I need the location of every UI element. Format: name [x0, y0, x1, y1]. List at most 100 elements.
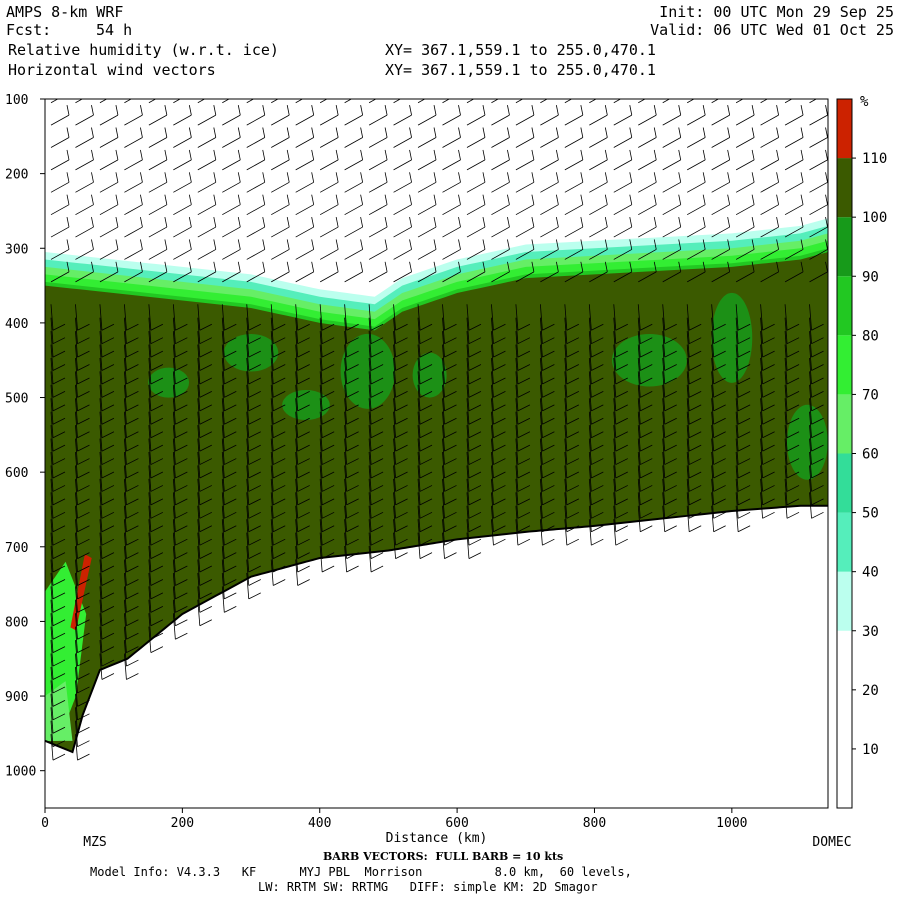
- wind-barb-flag: [52, 364, 66, 371]
- wind-barb: [344, 226, 363, 238]
- wind-barb: [148, 546, 152, 573]
- wind-barb: [564, 465, 568, 492]
- wind-barb-flag: [689, 377, 702, 385]
- wind-barb-flag: [150, 538, 164, 546]
- wind-barb: [735, 357, 739, 385]
- wind-barb-flag: [395, 552, 408, 559]
- wind-barb-flag: [175, 391, 188, 398]
- wind-barb: [515, 371, 519, 398]
- wind-barb: [711, 371, 715, 398]
- wind-barb: [515, 344, 519, 371]
- wind-barb: [735, 384, 739, 411]
- wind-barb: [613, 492, 617, 519]
- rh-field: [45, 218, 828, 808]
- wind-barb: [539, 398, 543, 425]
- wind-barb: [124, 99, 132, 104]
- wind-barb: [417, 249, 437, 260]
- wind-barb-flag: [615, 337, 628, 345]
- wind-barb: [99, 586, 103, 613]
- wind-barb-flag: [175, 511, 188, 519]
- wind-barb: [246, 546, 250, 573]
- wind-barb-flag: [150, 350, 164, 358]
- wind-barb-flag: [52, 485, 66, 492]
- wind-barb-flag: [164, 216, 168, 228]
- wind-barb-flag: [566, 350, 580, 358]
- wind-barb: [246, 181, 265, 193]
- wind-barb: [588, 304, 592, 331]
- wind-barb: [466, 451, 470, 479]
- wind-barb: [124, 425, 127, 452]
- wind-barb-flag: [335, 172, 339, 183]
- wind-barb: [50, 626, 54, 653]
- wind-barb-flag: [335, 239, 339, 250]
- wind-barb-flag: [786, 431, 800, 439]
- wind-barb-flag: [654, 83, 656, 93]
- wind-barb-flag: [52, 646, 66, 654]
- wind-barb-flag: [165, 83, 167, 93]
- wind-barb-flag: [321, 417, 335, 425]
- wind-barb: [75, 680, 78, 707]
- wind-barb: [222, 114, 241, 126]
- wind-barb: [344, 344, 348, 371]
- wind-barb: [760, 478, 763, 505]
- wind-barb-flag: [248, 579, 261, 586]
- wind-barb-flag: [224, 538, 237, 546]
- wind-barb-flag: [615, 511, 628, 519]
- wind-barb-flag: [640, 404, 653, 412]
- wind-barb-flag: [640, 511, 653, 519]
- wind-barb-flag: [419, 391, 433, 398]
- wind-barb-flag: [395, 350, 408, 358]
- wind-barb-flag: [444, 485, 457, 492]
- wind-barb-flag: [517, 337, 531, 345]
- wind-barb: [393, 532, 396, 559]
- wind-barb-flag: [433, 149, 437, 160]
- wind-barb: [393, 249, 412, 260]
- wind-barb-flag: [150, 471, 164, 479]
- wind-barb: [75, 532, 78, 559]
- wind-barb: [686, 137, 706, 148]
- wind-barb: [662, 357, 666, 385]
- wind-barb: [735, 159, 755, 171]
- wind-barb-flag: [297, 391, 310, 398]
- wind-barb: [711, 317, 715, 344]
- wind-barb-flag: [384, 127, 388, 138]
- wind-barb-flag: [689, 350, 702, 358]
- wind-barb: [368, 371, 372, 398]
- wind-barb: [319, 532, 323, 559]
- wind-barb: [246, 249, 265, 260]
- wind-barb-flag: [468, 377, 482, 385]
- wind-barb-flag: [737, 525, 751, 533]
- wind-barb: [613, 317, 617, 344]
- wind-barb: [711, 505, 715, 532]
- wind-barb: [270, 519, 274, 546]
- wind-barb-flag: [591, 525, 604, 533]
- wind-barb-flag: [346, 511, 359, 519]
- wind-barb: [148, 572, 152, 599]
- wind-barb-flag: [311, 127, 315, 138]
- wind-barb-flag: [555, 239, 559, 250]
- wind-barb-flag: [115, 261, 119, 272]
- wind-barb-flag: [346, 337, 359, 345]
- wind-barb: [197, 357, 201, 385]
- wind-barb: [540, 204, 559, 216]
- wind-barb-flag: [555, 127, 559, 138]
- y-tick-label: 300: [5, 242, 28, 257]
- wind-barb-flag: [335, 127, 339, 138]
- wind-barb: [221, 304, 225, 331]
- wind-barb-flag: [811, 364, 824, 371]
- wind-barb-flag: [762, 471, 775, 479]
- wind-barb: [515, 425, 519, 452]
- wind-barb: [319, 371, 323, 398]
- wind-barb: [75, 204, 94, 216]
- wind-barb-flag: [776, 105, 779, 116]
- wind-barb-flag: [297, 471, 310, 479]
- wind-barb-flag: [419, 364, 433, 371]
- wind-barb: [295, 559, 299, 586]
- wind-barb-flag: [297, 377, 310, 385]
- wind-barb: [344, 249, 363, 260]
- wind-barb-flag: [77, 525, 90, 533]
- wind-barb: [197, 344, 201, 371]
- wind-barb: [75, 357, 78, 385]
- wind-barb-flag: [199, 498, 212, 506]
- wind-barb: [515, 505, 519, 532]
